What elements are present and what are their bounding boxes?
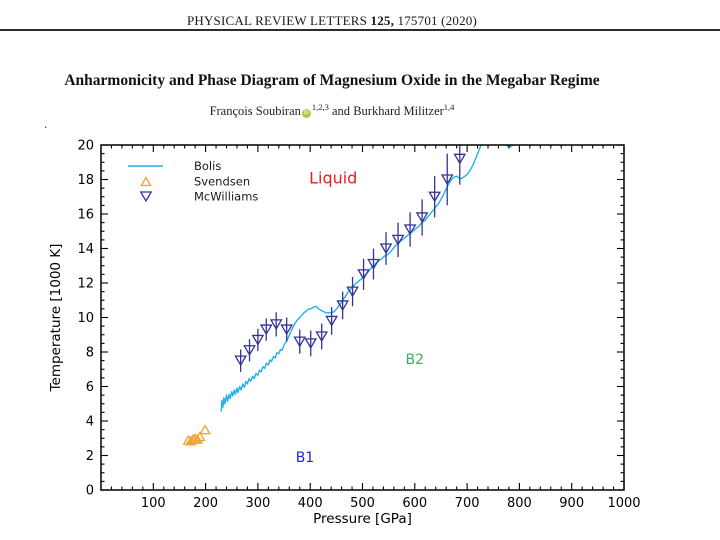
author-2: Burkhard Militzer xyxy=(353,104,444,118)
journal-header: PHYSICAL REVIEW LETTERS 125, 175701 (202… xyxy=(0,13,664,29)
journal-volume: 125, xyxy=(370,13,395,28)
x-tick-label: 200 xyxy=(193,496,218,511)
axis-ticks xyxy=(101,144,625,491)
mcwilliams-marker xyxy=(379,243,393,255)
x-tick-label: 500 xyxy=(350,496,375,511)
legend-label: Bolis xyxy=(194,159,221,173)
mcwilliams-marker xyxy=(280,324,294,336)
bolis-line xyxy=(505,145,515,148)
y-tick-label: 10 xyxy=(77,311,94,326)
mcwilliams-marker xyxy=(251,334,265,346)
y-axis-title: Temperature [1000 K] xyxy=(48,244,64,393)
mcwilliams-marker xyxy=(391,234,405,246)
cropped-affiliation-fragment: . xyxy=(44,116,48,131)
mcwilliams-marker xyxy=(315,331,329,343)
axes-frame xyxy=(100,144,625,491)
annotation-b1: B1 xyxy=(296,450,315,466)
bolis-line xyxy=(220,145,483,412)
legend-label: McWilliams xyxy=(194,190,258,204)
mcwilliams-marker xyxy=(346,286,359,298)
legend-label: Svendsen xyxy=(194,175,250,189)
x-tick-label: 800 xyxy=(507,496,532,511)
mcwilliams-marker xyxy=(403,224,417,236)
legend-marker-triangle-down xyxy=(139,191,153,203)
x-tick-label: 900 xyxy=(559,496,584,511)
y-tick-label: 2 xyxy=(86,449,94,464)
author-connector: and xyxy=(328,104,354,118)
mcwilliams-marker xyxy=(336,300,349,312)
svendsen-marker xyxy=(199,424,211,435)
annotation-liquid: Liquid xyxy=(309,168,357,187)
x-tick-label: 100 xyxy=(141,496,166,511)
svendsen-marker xyxy=(189,432,201,443)
y-tick-label: 14 xyxy=(77,242,94,257)
mcwilliams-marker xyxy=(453,153,467,165)
mcwilliams-marker xyxy=(367,258,380,270)
mcwilliams-marker xyxy=(325,315,338,327)
mcwilliams-marker xyxy=(440,174,454,186)
journal-article-number: 175701 (2020) xyxy=(397,13,478,28)
annotation-b2: B2 xyxy=(406,352,425,368)
y-tick-label: 12 xyxy=(77,277,94,292)
mcwilliams-marker xyxy=(304,338,318,350)
y-tick-label: 20 xyxy=(77,139,94,154)
mcwilliams-marker xyxy=(269,319,283,331)
author-line: François Soubiran iD1,2,3 and Burkhard Mi… xyxy=(0,101,664,119)
y-tick-label: 6 xyxy=(86,380,94,395)
x-tick-label: 300 xyxy=(245,496,270,511)
author-2-affiliations: 1,4 xyxy=(443,101,455,112)
orcid-icon: iD xyxy=(301,109,311,118)
paper-title: Anharmonicity and Phase Diagram of Magne… xyxy=(64,72,600,89)
svendsen-series xyxy=(182,424,211,446)
mcwilliams-marker xyxy=(259,324,273,336)
plot-area xyxy=(182,145,515,446)
author-1-affiliations: 1,2,3 xyxy=(311,101,329,112)
mcwilliams-marker xyxy=(428,191,442,203)
legend-marker-triangle-up xyxy=(140,176,152,187)
y-tick-label: 8 xyxy=(86,346,94,361)
journal-name: PHYSICAL REVIEW LETTERS xyxy=(186,13,368,28)
mcwilliams-marker xyxy=(357,269,370,281)
y-tick-label: 18 xyxy=(77,173,94,188)
x-tick-label: 1000 xyxy=(607,496,640,511)
x-axis-title: Pressure [GPa] xyxy=(313,511,412,527)
mcwilliams-marker xyxy=(293,336,307,348)
header-rule xyxy=(0,29,720,31)
x-tick-label: 600 xyxy=(402,496,427,511)
x-tick-label: 400 xyxy=(298,496,323,511)
svendsen-marker xyxy=(194,431,206,442)
author-1: François Soubiran xyxy=(209,104,301,118)
y-tick-label: 4 xyxy=(86,415,94,430)
mcwilliams-series xyxy=(234,145,467,372)
mcwilliams-marker xyxy=(234,355,247,367)
y-tick-label: 16 xyxy=(77,208,94,223)
mcwilliams-marker xyxy=(243,345,256,357)
y-tick-label: 0 xyxy=(86,484,94,499)
x-tick-label: 700 xyxy=(455,496,480,511)
mcwilliams-marker xyxy=(415,212,429,224)
svendsen-marker xyxy=(191,433,204,444)
